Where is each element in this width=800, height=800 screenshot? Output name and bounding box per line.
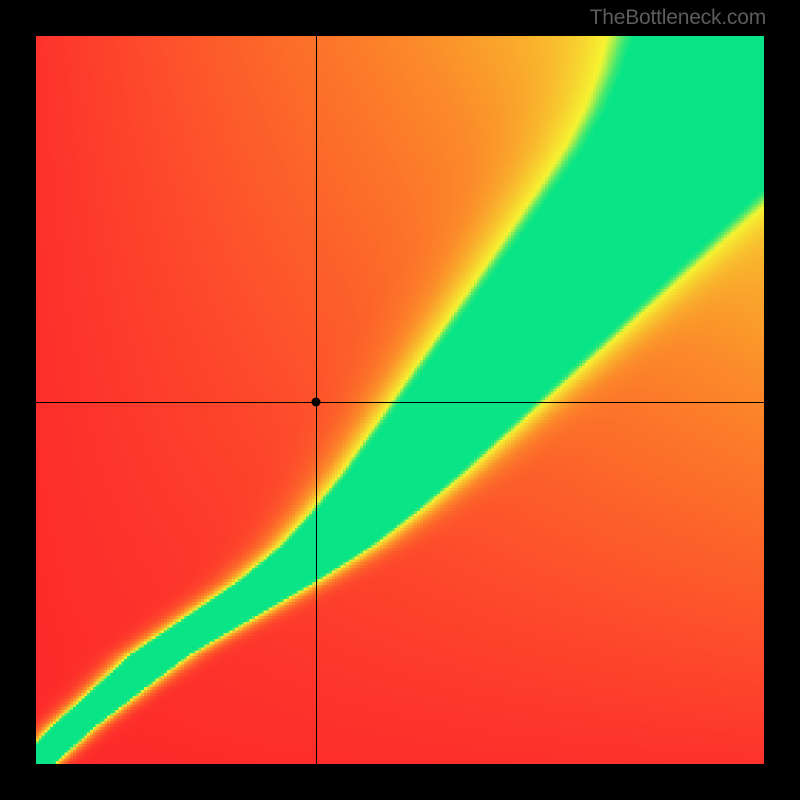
outer-frame: TheBottleneck.com — [0, 0, 800, 800]
heatmap-canvas — [36, 36, 764, 764]
crosshair-horizontal — [36, 402, 764, 403]
watermark-text: TheBottleneck.com — [590, 6, 766, 30]
heatmap-plot — [36, 36, 764, 764]
crosshair-marker — [312, 398, 321, 407]
